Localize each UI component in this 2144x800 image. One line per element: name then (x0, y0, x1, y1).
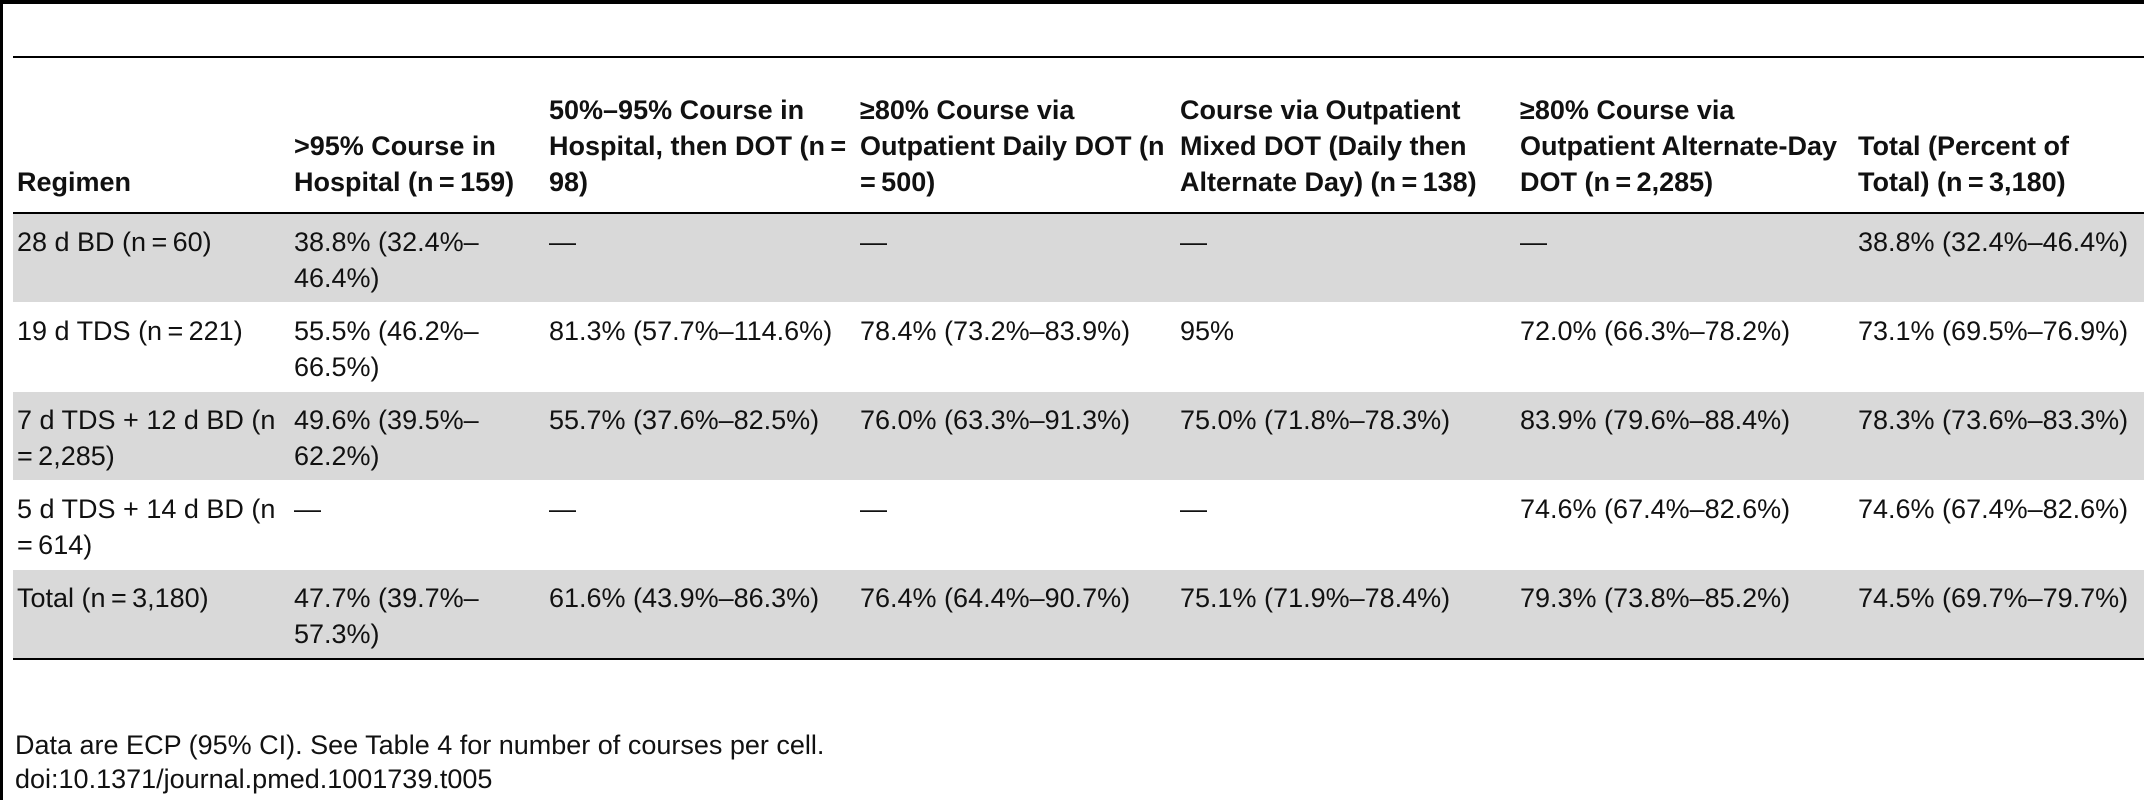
table-cell: 78.4% (73.2%–83.9%) (860, 316, 1131, 346)
table-cell: 95% (1180, 316, 1235, 346)
table-cell: 55.7% (37.6%–82.5%) (545, 391, 856, 481)
table-cell: 72.0% (66.3%–78.2%) (1520, 316, 1791, 346)
table-row: 7 d TDS + 12 d BD (n = 2,285) 49.6% (39.… (13, 391, 2144, 481)
data-table: Regimen >95% Course in Hospital (n = 159… (13, 56, 2144, 660)
header-row: Regimen >95% Course in Hospital (n = 159… (13, 57, 2144, 213)
cell-regimen: 28 d BD (n = 60) (13, 213, 290, 303)
cell-regimen: Total (n = 3,180) (13, 569, 290, 659)
table-cell: 75.1% (71.9%–78.4%) (1176, 569, 1516, 659)
table-cell: 49.6% (39.5%– 62.2%) (290, 391, 545, 481)
table-cell: 47.7% (39.7%– 57.3%) (290, 569, 545, 659)
doi-text: doi:10.1371/journal.pmed.1001739.t005 (15, 764, 493, 794)
table-footer: Data are ECP (95% CI). See Table 4 for n… (15, 728, 824, 796)
table-cell: 38.8% (32.4%–46.4%) (290, 213, 545, 303)
table-row: 19 d TDS (n = 221) 55.5% (46.2%–66.5%) 8… (13, 303, 2144, 392)
header-regimen: Regimen (17, 167, 132, 197)
table-cell: 76.4% (64.4%–90.7%) (856, 569, 1176, 659)
table-cell: 74.6% (67.4%–82.6%) (1520, 494, 1791, 524)
header-total: Total (Percent of Total) (n = 3,180) (1858, 131, 2070, 197)
cell-regimen: 7 d TDS + 12 d BD (n = 2,285) (13, 391, 290, 481)
table-row-total: Total (n = 3,180) 47.7% (39.7%– 57.3%) 6… (13, 569, 2144, 659)
table-cell: 38.8% (32.4%–46.4%) (1854, 213, 2144, 303)
footnote: Data are ECP (95% CI). See Table 4 for n… (15, 730, 825, 760)
table-cell: — (1180, 494, 1207, 524)
table-cell: 74.6% (67.4%–82.6%) (1858, 494, 2129, 524)
table-cell: — (549, 494, 576, 524)
table-cell: 74.5% (69.7%–79.7%) (1854, 569, 2144, 659)
table-cell: 81.3% (57.7%–114.6%) (549, 316, 833, 346)
table-row: 28 d BD (n = 60) 38.8% (32.4%–46.4%) — —… (13, 213, 2144, 303)
table-cell: 76.0% (63.3%–91.3%) (856, 391, 1176, 481)
table-cell: 75.0% (71.8%–78.3%) (1176, 391, 1516, 481)
header-hospital-95: >95% Course in Hospital (n = 159) (294, 131, 515, 197)
table-cell: 79.3% (73.8%–85.2%) (1516, 569, 1854, 659)
table-cell: — (294, 494, 321, 524)
table-cell: — (860, 494, 887, 524)
table-cell: — (1516, 213, 1854, 303)
table-cell: — (856, 213, 1176, 303)
table-body: 28 d BD (n = 60) 38.8% (32.4%–46.4%) — —… (13, 213, 2144, 659)
header-hospital-then-dot: 50%–95% Course in Hospital, then DOT (n … (549, 95, 852, 197)
header-outpatient-daily-dot: ≥80% Course via Outpatient Daily DOT (n … (860, 95, 1170, 197)
cell-regimen: 5 d TDS + 14 d BD (n = 614) (17, 494, 281, 560)
table-header: Regimen >95% Course in Hospital (n = 159… (13, 57, 2144, 213)
top-rule (3, 0, 2144, 4)
table-row: 5 d TDS + 14 d BD (n = 614) — — — — 74.6… (13, 481, 2144, 570)
table-cell: 83.9% (79.6%–88.4%) (1516, 391, 1854, 481)
cell-regimen: 19 d TDS (n = 221) (17, 316, 243, 346)
header-outpatient-mixed-dot: Course via Outpatient Mixed DOT (Daily t… (1180, 95, 1477, 197)
table-container: Regimen >95% Course in Hospital (n = 159… (13, 56, 2144, 660)
header-outpatient-alternate-day-dot: ≥80% Course via Outpatient Alternate-Day… (1520, 95, 1838, 197)
table-cell: — (1176, 213, 1516, 303)
table-cell: — (545, 213, 856, 303)
table-cell: 78.3% (73.6%–83.3%) (1854, 391, 2144, 481)
table-cell: 55.5% (46.2%–66.5%) (294, 316, 479, 382)
table-cell: 73.1% (69.5%–76.9%) (1858, 316, 2129, 346)
table-cell: 61.6% (43.9%–86.3%) (545, 569, 856, 659)
